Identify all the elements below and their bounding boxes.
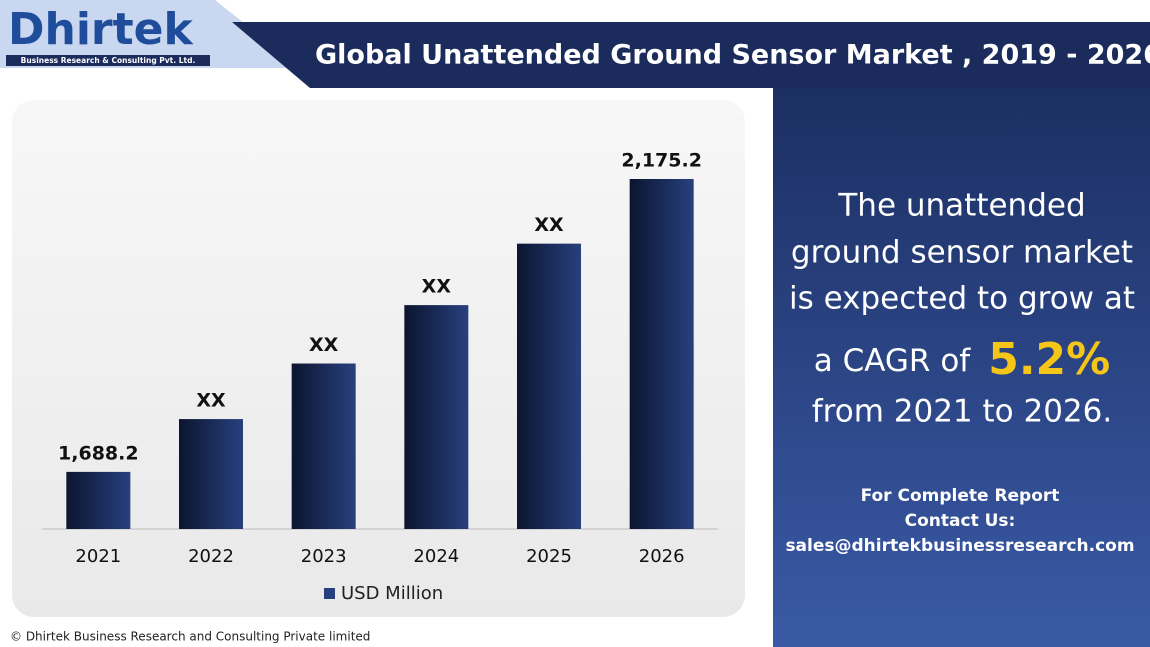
cagr-prefix: a CAGR of xyxy=(814,343,972,379)
contact: For Complete Report Contact Us: sales@dh… xyxy=(785,486,1134,556)
bar xyxy=(66,471,131,529)
logo-name: Dhirtek xyxy=(8,4,195,55)
header-title: Global Unattended Ground Sensor Market ,… xyxy=(315,40,1150,71)
summary-panel xyxy=(773,88,1150,647)
summary-line: is expected to grow at xyxy=(789,281,1135,317)
data-label: XX xyxy=(196,390,226,412)
contact-email: sales@dhirtekbusinessresearch.com xyxy=(785,536,1134,556)
summary-line: from 2021 to 2026. xyxy=(812,394,1112,430)
data-label: XX xyxy=(422,276,452,298)
x-tick-label: 2026 xyxy=(639,546,685,567)
x-tick-label: 2023 xyxy=(301,546,347,567)
bar xyxy=(517,243,581,529)
contact-line: For Complete Report xyxy=(861,486,1060,506)
x-tick-label: 2024 xyxy=(413,546,459,567)
logo-backdrop xyxy=(0,0,300,68)
bar xyxy=(291,363,356,529)
header-bar xyxy=(232,22,1150,88)
x-tick-label: 2021 xyxy=(75,546,121,567)
x-tick-label: 2025 xyxy=(526,546,572,567)
summary-line: The unattended xyxy=(837,188,1085,224)
legend-swatch xyxy=(324,588,335,599)
summary-cagr-line: a CAGR of 5.2% xyxy=(814,334,1110,385)
logo-tag-bg xyxy=(6,55,210,66)
x-tick-label: 2022 xyxy=(188,546,234,567)
logo-tagline: Business Research & Consulting Pvt. Ltd. xyxy=(21,56,196,65)
copyright: © Dhirtek Business Research and Consulti… xyxy=(10,630,370,644)
cagr-value: 5.2% xyxy=(988,334,1110,385)
data-label: XX xyxy=(309,334,339,356)
chart: 1,688.2 2021 XX 2022 XX 2023 XX 2024 XX 2025 2,175… xyxy=(42,150,718,604)
legend-label: USD Million xyxy=(341,583,443,604)
bar xyxy=(179,419,243,529)
data-label: XX xyxy=(534,214,564,236)
data-label: 2,175.2 xyxy=(621,150,702,172)
summary: The unattended ground sensor market is e… xyxy=(789,188,1135,430)
contact-line: Contact Us: xyxy=(905,511,1016,531)
summary-line: ground sensor market xyxy=(791,235,1133,271)
bar xyxy=(629,179,694,529)
bar xyxy=(404,305,469,529)
data-label: 1,688.2 xyxy=(58,442,139,464)
